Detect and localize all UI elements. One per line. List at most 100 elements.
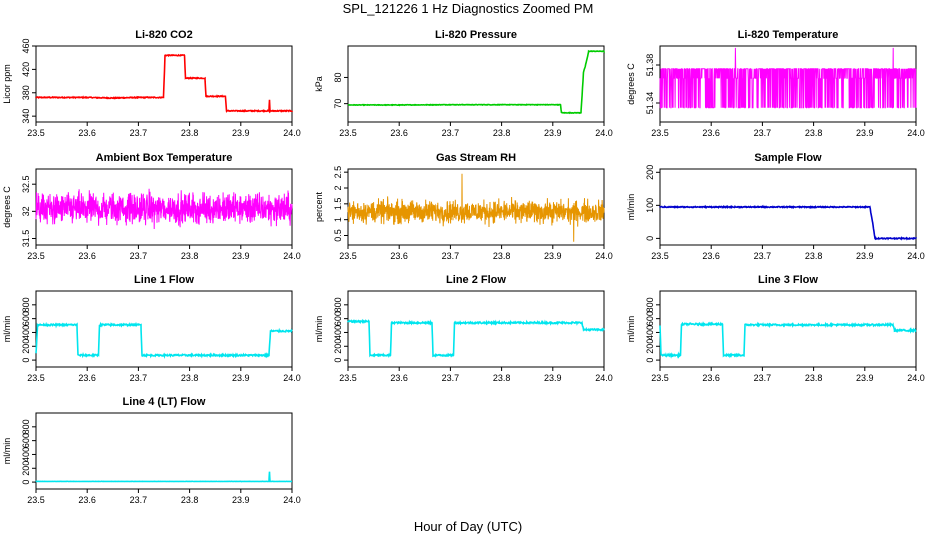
plot-frame (35, 412, 293, 490)
x-tick-label: 23.8 (493, 251, 511, 261)
x-tick-label: 23.5 (27, 128, 45, 138)
y-tick-label: 0 (21, 358, 31, 363)
x-tick-label: 23.5 (651, 251, 669, 261)
x-tick-label: 23.6 (390, 373, 408, 383)
x-tick-label: 23.8 (181, 251, 199, 261)
x-tick-label: 23.7 (442, 251, 460, 261)
panel-1: Li-820 CO2 23.5 23.6 23.7 23.8 23.9 24.0 340 380… (2, 29, 301, 138)
y-tick-label: 200 (333, 339, 343, 354)
x-tick-label: 23.5 (651, 373, 669, 383)
y-tick-label: 400 (645, 325, 655, 340)
x-tick-label: 23.5 (339, 128, 357, 138)
y-axis-label: ml/min (314, 316, 324, 343)
y-tick-label: 800 (645, 297, 655, 312)
x-tick-label: 23.8 (805, 128, 823, 138)
x-tick-label: 23.8 (805, 251, 823, 261)
y-axis-label: degrees C (2, 186, 12, 228)
x-tick-label: 24.0 (283, 251, 301, 261)
y-tick-label: 32.5 (21, 175, 31, 193)
x-tick-label: 23.5 (27, 373, 45, 383)
figure-title: SPL_121226 1 Hz Diagnostics Zoomed PM (343, 1, 594, 16)
x-tick-label: 23.9 (232, 251, 250, 261)
series-line (659, 321, 917, 359)
x-tick-label: 23.5 (651, 128, 669, 138)
y-tick-label: 800 (21, 419, 31, 434)
series-line (347, 49, 605, 115)
x-tick-label: 23.9 (232, 495, 250, 505)
panel-title: Line 1 Flow (134, 274, 194, 286)
y-tick-label: 200 (21, 461, 31, 476)
x-tick-label: 23.7 (130, 128, 148, 138)
x-tick-label: 24.0 (595, 373, 613, 383)
panel-9: Line 3 Flow 23.5 23.6 23.7 23.8 23.9 24.0 0 2004… (626, 274, 925, 383)
y-tick-label: 340 (21, 109, 31, 124)
x-tick-label: 23.9 (232, 128, 250, 138)
y-tick-label: 400 (21, 447, 31, 462)
y-axis-label: ml/min (2, 438, 12, 465)
x-tick-label: 23.5 (339, 373, 357, 383)
x-tick-label: 24.0 (283, 495, 301, 505)
y-tick-label: 32 (21, 206, 31, 216)
x-tick-label: 23.8 (805, 373, 823, 383)
panel-title: Li-820 CO2 (135, 29, 192, 41)
x-tick-label: 23.7 (130, 495, 148, 505)
series-line (35, 321, 293, 360)
x-tick-label: 23.5 (27, 251, 45, 261)
y-axis-label: percent (314, 191, 324, 222)
panel-title: Sample Flow (754, 152, 822, 164)
y-tick-label: 0 (645, 236, 655, 241)
x-tick-label: 24.0 (907, 373, 925, 383)
panel-8: Line 2 Flow 23.5 23.6 23.7 23.8 23.9 24.0 0 2004… (314, 274, 613, 383)
plot-frame (35, 290, 293, 368)
panel-title: Ambient Box Temperature (96, 152, 233, 164)
y-tick-label: 600 (645, 311, 655, 326)
x-tick-label: 23.6 (702, 251, 720, 261)
x-tick-label: 23.7 (754, 128, 772, 138)
y-tick-label: 2 (333, 185, 343, 190)
x-tick-label: 24.0 (283, 373, 301, 383)
y-tick-label: 400 (333, 325, 343, 340)
x-tick-label: 23.9 (544, 373, 562, 383)
x-tick-label: 23.6 (702, 128, 720, 138)
x-tick-label: 23.7 (130, 373, 148, 383)
plot-frame (347, 45, 605, 123)
x-tick-label: 23.5 (339, 251, 357, 261)
series-line (35, 188, 293, 230)
x-tick-label: 23.5 (27, 495, 45, 505)
y-tick-label: 51.34 (645, 92, 655, 115)
series-line (35, 53, 293, 114)
x-tick-label: 23.9 (856, 373, 874, 383)
panel-10: Line 4 (LT) Flow 23.5 23.6 23.7 23.8 23.9 24.0… (2, 396, 301, 505)
x-tick-label: 23.9 (856, 251, 874, 261)
y-axis-label: ml/min (626, 194, 636, 221)
x-tick-label: 24.0 (595, 251, 613, 261)
x-tick-label: 24.0 (283, 128, 301, 138)
y-tick-label: 1.5 (333, 198, 343, 211)
panel-title: Line 4 (LT) Flow (123, 396, 206, 408)
x-tick-label: 23.6 (78, 373, 96, 383)
x-tick-label: 23.9 (232, 373, 250, 383)
y-tick-label: 2.5 (333, 166, 343, 179)
y-tick-label: 800 (333, 297, 343, 312)
x-tick-label: 23.8 (493, 373, 511, 383)
series-line (659, 47, 917, 109)
y-axis-label: kPa (314, 76, 324, 92)
y-tick-label: 200 (21, 339, 31, 354)
panel-5: Gas Stream RH 23.5 23.6 23.7 23.8 23.9 24.0 0.5… (314, 152, 613, 261)
series-line (659, 204, 917, 241)
plot-frame (659, 290, 917, 368)
x-tick-label: 23.6 (78, 128, 96, 138)
x-tick-label: 23.8 (181, 128, 199, 138)
y-tick-label: 80 (333, 72, 343, 82)
series-line (35, 471, 292, 483)
y-axis-label: ml/min (626, 316, 636, 343)
series-line (347, 318, 605, 358)
panel-title: Line 3 Flow (758, 274, 818, 286)
x-tick-label: 23.9 (544, 251, 562, 261)
series-line (347, 173, 605, 242)
y-tick-label: 0 (21, 480, 31, 485)
x-tick-label: 24.0 (595, 128, 613, 138)
plot-frame (35, 45, 293, 123)
y-tick-label: 51.38 (645, 54, 655, 77)
